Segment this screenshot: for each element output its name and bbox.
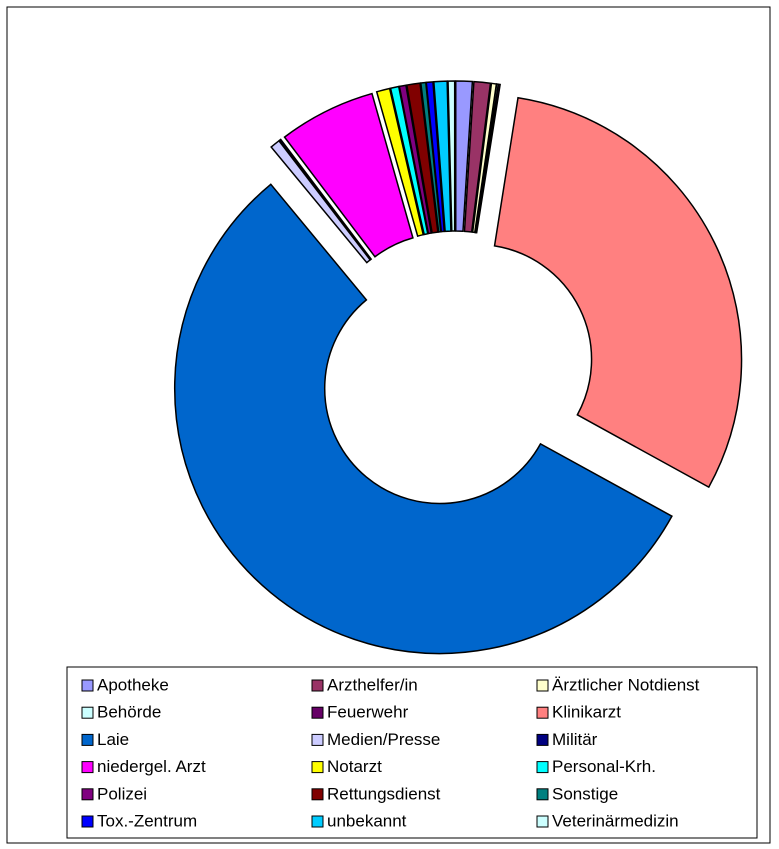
legend-label: Militär: [552, 730, 598, 749]
slice: [425, 81, 446, 233]
legend-swatch: [311, 679, 324, 692]
slice: [463, 80, 492, 233]
legend-swatch: [81, 733, 94, 746]
legend-label: niedergel. Arzt: [97, 757, 206, 776]
legend-label: Laie: [97, 730, 129, 749]
legend-label: Feuerwehr: [327, 703, 409, 722]
legend-label: Apotheke: [97, 675, 169, 694]
legend-box: [66, 666, 758, 839]
legend-swatch: [81, 761, 94, 774]
legend-label: Notarzt: [327, 757, 382, 776]
legend-swatch: [311, 706, 324, 719]
legend-label: Rettungsdienst: [327, 784, 441, 803]
legend-label: Polizei: [97, 784, 147, 803]
legend-swatch: [536, 788, 549, 801]
slice: [493, 96, 743, 489]
slice: [447, 80, 456, 232]
legend-label: Ärztlicher Notdienst: [552, 675, 700, 694]
legend-swatch: [536, 706, 549, 719]
slice: [455, 80, 474, 233]
legend-swatch: [536, 815, 549, 828]
legend-swatch: [81, 679, 94, 692]
slice: [433, 80, 452, 233]
legend: Apotheke Arzthelfer/in Ärztlicher Notdiens…: [81, 675, 700, 830]
legend-label: Medien/Presse: [327, 730, 440, 749]
slice: [283, 92, 414, 258]
legend-label: Sonstige: [552, 784, 618, 803]
legend-label: Arzthelfer/in: [327, 675, 418, 694]
legend-swatch: [536, 733, 549, 746]
legend-swatch: [311, 733, 324, 746]
slice: [375, 87, 425, 238]
legend-swatch: [81, 706, 94, 719]
legend-swatch: [311, 761, 324, 774]
legend-label: Veterinärmedizin: [552, 811, 679, 830]
legend-label: Personal-Krh.: [552, 757, 656, 776]
slice: [405, 82, 439, 234]
legend-swatch: [311, 815, 324, 828]
donut: [173, 80, 743, 655]
legend-swatch: [536, 679, 549, 692]
legend-label: Klinikarzt: [552, 703, 621, 722]
legend-swatch: [81, 815, 94, 828]
legend-label: unbekannt: [327, 811, 407, 830]
legend-label: Tox.-Zentrum: [97, 811, 197, 830]
legend-swatch: [81, 788, 94, 801]
slice: [475, 83, 501, 234]
legend-swatch: [536, 761, 549, 774]
legend-label: Behörde: [97, 703, 161, 722]
slice: [278, 138, 373, 261]
slice: [173, 183, 673, 655]
slice: [398, 84, 433, 235]
legend-swatch: [311, 788, 324, 801]
